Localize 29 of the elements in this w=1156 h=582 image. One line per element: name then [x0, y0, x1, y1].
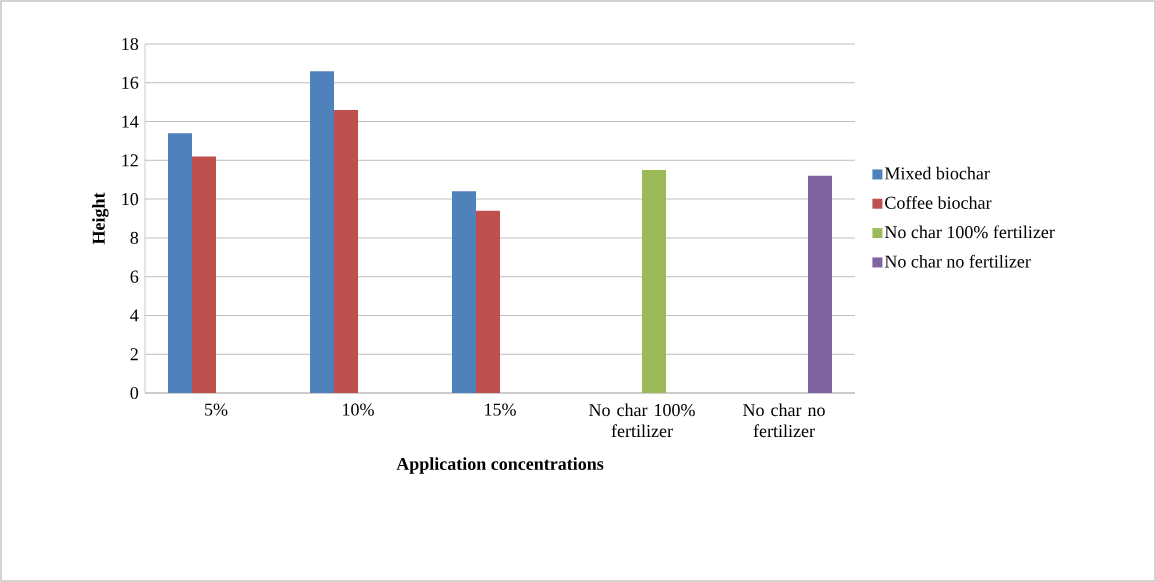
bar — [334, 109, 358, 393]
x-tick-label: 15% — [485, 403, 516, 416]
bar — [642, 170, 667, 393]
bar — [452, 191, 477, 393]
y-tick-label: 6 — [130, 270, 139, 283]
y-tick-label: 18 — [122, 37, 139, 51]
y-tick-label: 14 — [122, 115, 139, 128]
x-tick-label: No char no fertilizer — [743, 403, 825, 438]
y-tick-label: 16 — [122, 76, 139, 89]
y-axis-title: Height — [92, 192, 109, 245]
bar — [168, 133, 193, 393]
legend-label: Mixed biochar — [884, 166, 990, 180]
x-tick-label: No char 100% fertilizer — [589, 403, 695, 438]
x-tick-label: 5% — [205, 403, 228, 416]
bar — [476, 210, 501, 393]
x-tick-label: 10% — [343, 403, 374, 416]
y-tick-label: 8 — [130, 231, 139, 244]
bar — [192, 156, 217, 393]
legend-label: No char no fertilizer — [884, 254, 1031, 268]
y-tick-label: 0 — [130, 386, 139, 400]
legend-label: No char 100% fertilizer — [884, 225, 1055, 239]
y-tick-label: 12 — [122, 154, 138, 167]
y-tick-label: 4 — [130, 309, 139, 322]
y-tick-label: 2 — [130, 348, 138, 361]
bar — [310, 71, 334, 393]
x-axis-title: Application concentrations — [396, 457, 604, 474]
legend-label: Coffee biochar — [885, 196, 992, 209]
bar — [808, 175, 833, 393]
y-tick-label: 10 — [122, 193, 139, 206]
